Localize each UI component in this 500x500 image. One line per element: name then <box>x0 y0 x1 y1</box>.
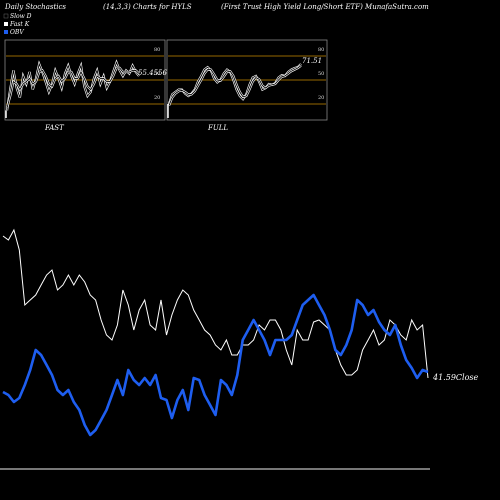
full-tick-80: 80 <box>318 47 324 53</box>
full-tick-50: 50 <box>318 71 324 77</box>
legend-label-obv: OBV <box>10 29 24 36</box>
fast-series-1-outline <box>5 66 140 109</box>
close-value-label: 41.59Close <box>432 373 479 382</box>
fast-caption: FAST <box>44 124 65 132</box>
fast-value-label: 55.4556 <box>138 69 167 77</box>
fast-series-0-line <box>6 61 140 111</box>
price-obv-lines <box>2 228 429 437</box>
close-value: 41.59 <box>432 373 456 382</box>
fast-panel-border <box>4 39 166 121</box>
legend-swatch-obv <box>4 30 8 34</box>
legend-swatch-fast-k <box>4 22 8 26</box>
full-level-lines <box>168 55 326 105</box>
legend-swatch-slow-d <box>3 13 9 19</box>
fast-tick-50: 50 <box>154 71 160 77</box>
bottom-baseline <box>0 468 430 470</box>
fast-stoch-lines <box>5 59 140 118</box>
fast-tick-80: 80 <box>154 47 160 53</box>
close-suffix: Close <box>456 373 479 382</box>
full-series-0-line <box>168 63 302 105</box>
legend-label-fast-k: Fast K <box>9 21 30 28</box>
fast-series-1-line <box>6 67 140 109</box>
full-caption: FULL <box>207 124 228 132</box>
legend: Slow D Fast K OBV <box>3 13 32 36</box>
obv-line <box>2 293 429 437</box>
full-tick-20: 20 <box>318 95 324 101</box>
header-middle: (14,3,3) Charts for HYLS <box>103 3 192 11</box>
full-panel-border <box>166 39 328 121</box>
full-value-label: 71.51 <box>302 57 322 65</box>
header-left: Daily Stochastics <box>4 3 66 11</box>
legend-label-slow-d: Slow D <box>10 13 32 20</box>
header-right: (First Trust High Yield Long/Short ETF) … <box>221 3 429 11</box>
price-line <box>2 228 429 379</box>
full-stoch-lines <box>167 63 302 118</box>
full-series-1-line <box>168 65 302 106</box>
fast-tick-20: 20 <box>154 95 160 101</box>
